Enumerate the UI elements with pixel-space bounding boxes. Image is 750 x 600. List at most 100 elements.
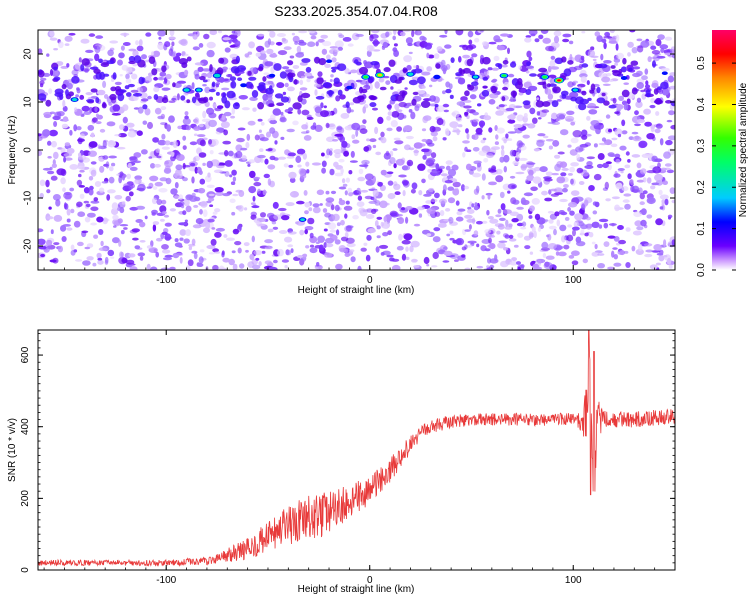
spectrogram-speckle (611, 196, 621, 200)
spectrogram-band-speckle (383, 67, 391, 73)
spectrogram-speckle (636, 179, 645, 183)
spectrogram-speckle (509, 113, 516, 121)
spectrogram-speckle (272, 226, 279, 230)
spectrogram-speckle (614, 204, 621, 212)
spectrogram-band-speckle (369, 95, 377, 101)
spectrogram-speckle (617, 168, 625, 171)
spectrogram-speckle (180, 38, 188, 47)
spectrogram-hotspot (620, 76, 628, 80)
spectrogram-speckle (89, 185, 94, 191)
spectrogram-speckle (396, 245, 404, 251)
spectrogram-speckle (246, 133, 251, 141)
spectrogram-speckle (278, 207, 287, 212)
spectrogram-speckle (348, 249, 355, 253)
spectrogram-speckle (338, 158, 345, 163)
spectrogram-speckle (215, 191, 224, 196)
spectrogram-speckle (258, 261, 262, 267)
spectrogram-speckle (605, 73, 612, 77)
spectrogram-speckle (619, 145, 627, 151)
spectrogram-speckle (560, 211, 568, 216)
spectrogram-speckle (533, 166, 541, 172)
spectrogram-speckle (221, 250, 225, 256)
spectrogram-speckle (93, 234, 99, 239)
spectrogram-speckle (257, 118, 263, 122)
spectrogram-speckle (614, 111, 620, 115)
spectrogram-speckle (60, 225, 67, 232)
spectrogram-speckle (199, 249, 205, 253)
spectrogram-band-speckle (481, 89, 490, 97)
spectrogram-speckle (570, 162, 579, 167)
spectrogram-speckle (594, 243, 598, 250)
spectrogram-speckle (456, 128, 460, 136)
spectrogram-speckle (150, 163, 156, 169)
spectrogram-speckle (636, 162, 642, 169)
spectrogram-band-speckle (38, 70, 45, 78)
spectrogram-speckle (618, 95, 624, 101)
spectrogram-speckle (442, 260, 450, 263)
spectrogram-speckle (320, 102, 324, 109)
spectrogram-speckle (515, 151, 521, 159)
spectrogram-speckle (655, 111, 660, 116)
spectrogram-speckle (408, 109, 413, 113)
spectrogram-speckle (528, 30, 538, 36)
spectrogram-speckle (60, 65, 69, 69)
spectrogram-speckle (584, 232, 589, 237)
spectrogram-speckle (421, 178, 426, 184)
spectrogram-speckle (380, 169, 387, 176)
spectrogram-speckle (408, 51, 413, 55)
spectrogram-speckle (210, 238, 217, 246)
spectrogram-speckle (607, 235, 616, 239)
spectrogram-speckle (439, 34, 448, 38)
spectrogram-speckle (157, 139, 167, 146)
spectrogram-speckle (193, 204, 199, 208)
spectrogram-speckle (344, 68, 350, 75)
spectrogram-speckle (288, 171, 297, 179)
spectrogram-speckle (588, 109, 598, 115)
spectrogram-speckle (616, 104, 624, 110)
spectrogram-speckle (471, 53, 478, 58)
spectrogram-speckle (642, 177, 647, 183)
spectrogram-speckle (287, 152, 296, 157)
spectrogram-speckle (57, 245, 64, 253)
spectrogram-speckle (540, 30, 549, 34)
spectrogram-speckle (452, 110, 460, 118)
spectrogram-speckle (238, 95, 248, 100)
spectrogram-speckle (344, 252, 351, 257)
spectrogram-speckle (402, 180, 409, 186)
spectrogram-hotspot (196, 88, 202, 92)
spectrogram-speckle (670, 124, 675, 130)
spectrogram-speckle (198, 43, 204, 48)
spectrogram-speckle (615, 182, 623, 190)
spectrogram-speckle (659, 44, 669, 50)
spectrogram-speckle (349, 102, 355, 106)
spectrogram-speckle (84, 246, 91, 250)
spectrogram-speckle (297, 164, 302, 168)
spectrogram-speckle (501, 64, 508, 68)
spectrogram-speckle (249, 96, 258, 101)
spectrogram-speckle (224, 160, 233, 167)
spectrogram-speckle (90, 169, 97, 177)
spectrogram-speckle (487, 244, 495, 248)
spectrogram-band-speckle (117, 93, 125, 102)
spectrogram-speckle (365, 254, 371, 262)
spectrogram-speckle (436, 105, 445, 113)
spectrogram-speckle (590, 46, 595, 51)
spectrogram-speckle (317, 71, 323, 77)
spectrogram-speckle (42, 167, 52, 171)
spectrogram-speckle (666, 169, 675, 174)
spectrogram-band-speckle (326, 90, 335, 95)
spectrogram-speckle (169, 208, 176, 212)
spectrogram-speckle (569, 53, 573, 62)
spectrogram-speckle (497, 208, 502, 214)
spectrogram-speckle (372, 189, 379, 197)
spectrogram-speckle (269, 155, 276, 161)
spectrogram-speckle (646, 133, 655, 140)
spectrogram-hotspot (363, 75, 368, 79)
spectrogram-speckle (324, 252, 333, 258)
spectrogram-band-speckle (596, 97, 606, 104)
spectrogram-speckle (405, 216, 409, 224)
spectrogram-speckle (671, 199, 675, 204)
spectrogram-band-speckle (265, 87, 274, 95)
spectrogram-speckle (394, 191, 401, 196)
